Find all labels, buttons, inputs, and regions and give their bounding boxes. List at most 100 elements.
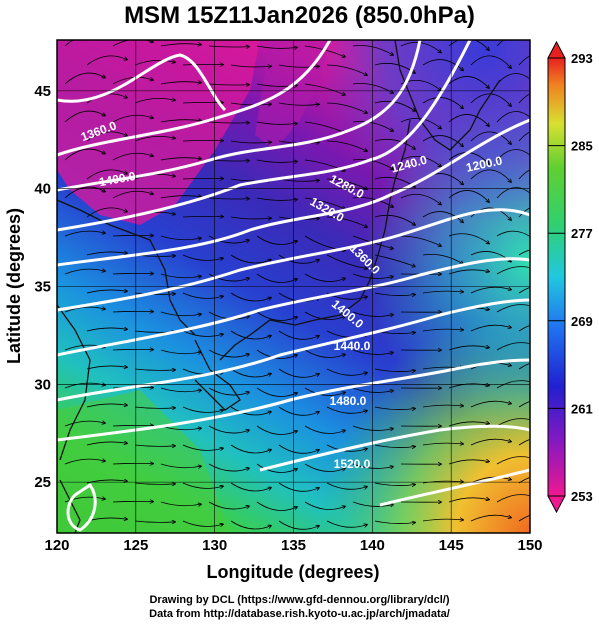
streamline <box>278 65 319 67</box>
streamline <box>352 121 393 132</box>
colorbar-label: 293 <box>571 51 593 66</box>
streamline <box>400 117 441 128</box>
streamline <box>86 169 127 180</box>
streamline <box>304 501 345 510</box>
streamline <box>374 293 415 296</box>
streamline <box>326 406 367 414</box>
streamline <box>422 253 463 264</box>
streamline <box>304 121 345 133</box>
streamline <box>496 304 530 313</box>
y-tick-label: 35 <box>34 279 51 296</box>
streamline <box>496 111 530 123</box>
streamline <box>134 445 175 446</box>
streamline <box>230 292 271 302</box>
streamline <box>374 407 415 410</box>
streamline <box>352 159 393 170</box>
x-tick-label: 145 <box>439 537 464 554</box>
contour-line <box>57 358 530 442</box>
streamline <box>160 463 201 468</box>
streamline <box>134 483 175 484</box>
x-tick-label: 125 <box>123 537 148 554</box>
streamline <box>160 82 201 84</box>
streamline <box>134 293 175 294</box>
streamline <box>400 193 441 204</box>
streamline <box>278 103 319 105</box>
y-tick-label: 40 <box>34 181 51 198</box>
streamline <box>470 325 511 332</box>
colorbar-label: 285 <box>571 139 593 154</box>
streamline <box>278 330 319 340</box>
contour-label: 1480.0 <box>330 394 367 408</box>
streamline <box>86 328 127 332</box>
streamline <box>400 41 441 52</box>
streamline <box>326 482 367 490</box>
streamline <box>496 187 530 199</box>
y-tick-label: 45 <box>34 83 51 100</box>
streamline <box>326 140 367 151</box>
streamline <box>134 136 175 142</box>
streamline <box>160 44 201 46</box>
streamline <box>448 498 489 503</box>
streamline <box>64 186 105 199</box>
streamline <box>448 40 489 50</box>
streamline <box>160 120 201 122</box>
streamline <box>352 45 393 56</box>
streamline <box>448 76 489 88</box>
x-axis: 120 125 130 135 140 145 150 <box>44 537 542 554</box>
contour-line <box>57 257 530 357</box>
streamline <box>374 483 415 486</box>
streamline <box>496 456 530 465</box>
streamline <box>518 93 530 104</box>
streamline <box>182 178 223 179</box>
streamline <box>182 330 223 336</box>
streamline <box>182 482 223 488</box>
streamline <box>496 266 530 275</box>
contour-line <box>57 40 332 157</box>
streamline <box>470 169 511 182</box>
x-tick-label: 150 <box>517 537 542 554</box>
contours <box>57 40 530 532</box>
streamline <box>182 520 223 526</box>
contour-line <box>57 53 227 112</box>
streamline <box>518 324 530 332</box>
streamline <box>208 387 249 396</box>
streamline <box>326 254 367 269</box>
coastline-china <box>57 304 91 461</box>
x-axis-label: Longitude (degrees) <box>206 562 379 582</box>
streamline <box>400 155 441 166</box>
streamline <box>230 444 271 454</box>
contour-line <box>57 40 422 192</box>
streamline <box>496 73 530 85</box>
streamline <box>374 445 415 448</box>
streamline <box>304 311 345 320</box>
streamline <box>160 196 201 198</box>
credit-data: Data from http://database.rish.kyoto-u.a… <box>149 608 450 620</box>
streamline <box>64 307 105 313</box>
streamline <box>352 273 393 278</box>
streamline <box>112 190 153 199</box>
streamline <box>518 438 530 446</box>
colorbar-ticks: 293 285 277 269 261 253 <box>548 51 593 504</box>
streamline <box>278 368 319 378</box>
streamline <box>470 515 511 522</box>
streamline <box>496 342 530 351</box>
coastline-kyushu <box>194 339 241 411</box>
streamline <box>134 369 175 370</box>
streamline <box>496 149 530 161</box>
streamline <box>112 76 153 85</box>
streamline <box>374 521 415 524</box>
streamline <box>134 521 175 522</box>
streamline <box>230 368 271 378</box>
streamline <box>304 273 345 282</box>
streamline <box>160 349 201 354</box>
streamline <box>230 482 271 492</box>
streamline <box>86 404 127 408</box>
streamline <box>518 169 530 180</box>
streamline <box>112 463 153 464</box>
streamline <box>422 329 463 331</box>
streamline <box>160 235 201 240</box>
streamline <box>422 97 463 109</box>
streamline <box>112 311 153 312</box>
streamline <box>86 366 127 370</box>
colorbar-top-arrow <box>547 40 566 59</box>
